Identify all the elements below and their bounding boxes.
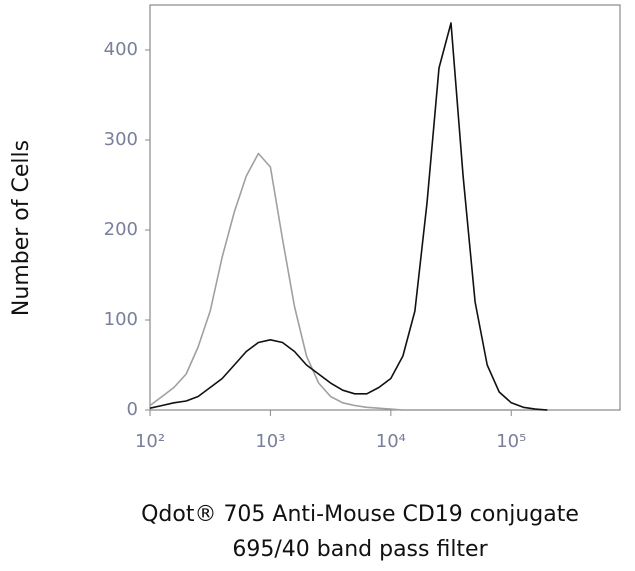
x-tick-label: 10² (135, 431, 165, 452)
y-axis-label: Number of Cells (9, 140, 34, 316)
y-tick-label: 400 (104, 39, 138, 60)
y-tick-label: 0 (127, 399, 138, 420)
x-axis-label: Qdot® 705 Anti-Mouse CD19 conjugate (141, 502, 579, 527)
histogram-line (149, 152, 548, 411)
x-tick-label: 10³ (255, 431, 285, 452)
x-tick-label: 10⁵ (496, 431, 526, 452)
x-tick-label: 10⁴ (376, 431, 406, 452)
y-tick-label: 300 (104, 129, 138, 150)
y-tick-label: 200 (104, 219, 138, 240)
y-tick-label: 100 (104, 309, 138, 330)
plot-frame (149, 4, 621, 411)
x-axis-label: 695/40 band pass filter (232, 537, 488, 562)
histogram-line (149, 22, 548, 411)
